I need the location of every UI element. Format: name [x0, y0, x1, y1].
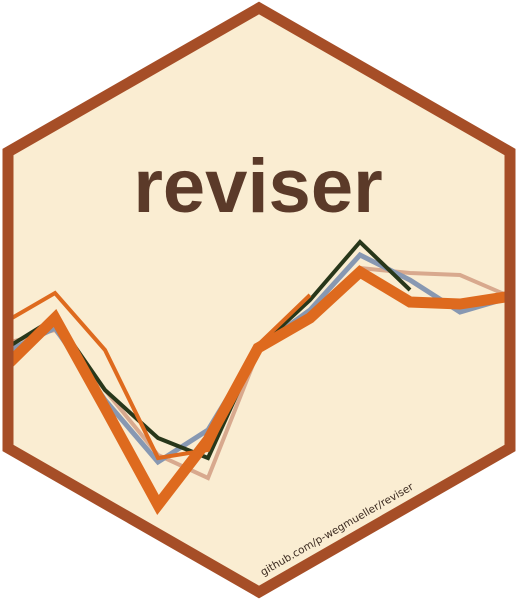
- revision-lines-icon: [8, 239, 510, 516]
- revision-line-orange-thick: [8, 265, 510, 516]
- hex-background: [8, 8, 510, 592]
- logo-title: reviser: [133, 144, 382, 229]
